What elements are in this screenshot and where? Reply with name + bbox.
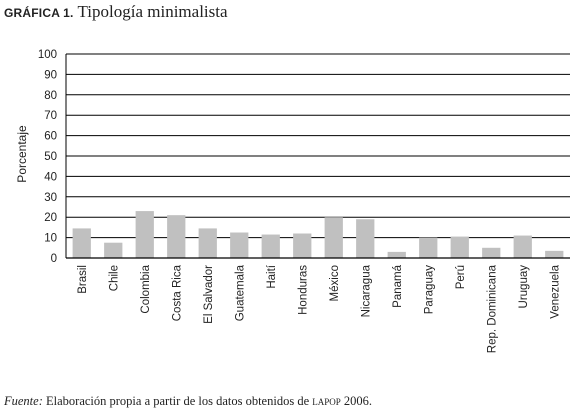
y-tick-label-70: 70 xyxy=(44,110,57,122)
y-axis-label: Porcentaje xyxy=(15,125,29,183)
x-tick-label-guatemala: Guatemala xyxy=(234,264,246,321)
bar-guatemala xyxy=(230,232,249,258)
source-year: 2006. xyxy=(343,394,373,408)
bar-m-xico xyxy=(324,217,343,258)
x-tick-label-per-: Perú xyxy=(455,265,467,289)
bar-uruguay xyxy=(513,235,532,258)
y-tick-label-40: 40 xyxy=(44,171,57,183)
x-tick-label-brasil: Brasil xyxy=(77,265,89,294)
bar-honduras xyxy=(293,233,312,258)
bar-costa-rica xyxy=(167,215,186,258)
bar-venezuela xyxy=(545,250,564,258)
x-tick-label-chile: Chile xyxy=(108,265,120,291)
x-tick-label-hait-: Haití xyxy=(266,264,278,288)
source-note: Fuente: Elaboración propia a partir de l… xyxy=(4,394,372,409)
y-tick-label-30: 30 xyxy=(44,192,57,204)
y-tick-label-100: 100 xyxy=(38,49,57,61)
bar-panam- xyxy=(387,251,406,258)
x-tick-label-paraguay: Paraguay xyxy=(423,265,435,314)
y-tick-label-90: 90 xyxy=(44,69,57,81)
bar-hait- xyxy=(261,234,280,258)
y-tick-label-20: 20 xyxy=(44,212,57,224)
bar-el-salvador xyxy=(198,228,217,258)
y-tick-label-10: 10 xyxy=(44,233,57,245)
source-label: Fuente: xyxy=(4,394,43,408)
x-tick-label-nicaragua: Nicaragua xyxy=(360,264,372,317)
axes xyxy=(65,54,570,259)
y-tick-label-60: 60 xyxy=(44,131,57,143)
x-tick-label-uruguay: Uruguay xyxy=(518,265,530,309)
y-tick-label-50: 50 xyxy=(44,151,57,163)
bar-colombia xyxy=(135,211,154,258)
source-text: Elaboración propia a partir de los datos… xyxy=(46,394,310,408)
figure-title-text: Tipología minimalista xyxy=(77,2,228,21)
x-tick-label-rep-dominicana: Rep. Dominicana xyxy=(486,264,498,353)
figure-title: GRÁFICA 1. Tipología minimalista xyxy=(4,2,228,22)
figure-label: GRÁFICA 1. xyxy=(4,6,74,20)
bars xyxy=(72,211,564,258)
bar-rep-dominicana xyxy=(482,247,501,258)
x-tick-label-panam-: Panamá xyxy=(392,264,404,307)
x-tick-labels: Brasil Chile Colombia Costa Rica El Salvador… xyxy=(77,264,562,353)
bar-chile xyxy=(104,242,123,258)
source-org: lapop xyxy=(312,394,341,408)
x-tick-label-el-salvador: El Salvador xyxy=(203,265,215,324)
x-tick-label-colombia: Colombia xyxy=(140,264,152,313)
x-tick-label-m-xico: México xyxy=(329,265,341,301)
y-tick-labels: 0 10 20 30 40 50 60 70 80 90 100 xyxy=(38,49,57,265)
bar-paraguay xyxy=(419,237,438,258)
x-tick-label-venezuela: Venezuela xyxy=(549,264,561,318)
y-tick-label-0: 0 xyxy=(51,253,57,265)
bar-per- xyxy=(450,236,469,258)
bar-brasil xyxy=(72,228,91,258)
bar-nicaragua xyxy=(356,219,375,258)
x-tick-label-honduras: Honduras xyxy=(297,265,309,315)
x-tick-label-costa-rica: Costa Rica xyxy=(171,264,183,321)
y-tick-label-80: 80 xyxy=(44,90,57,102)
